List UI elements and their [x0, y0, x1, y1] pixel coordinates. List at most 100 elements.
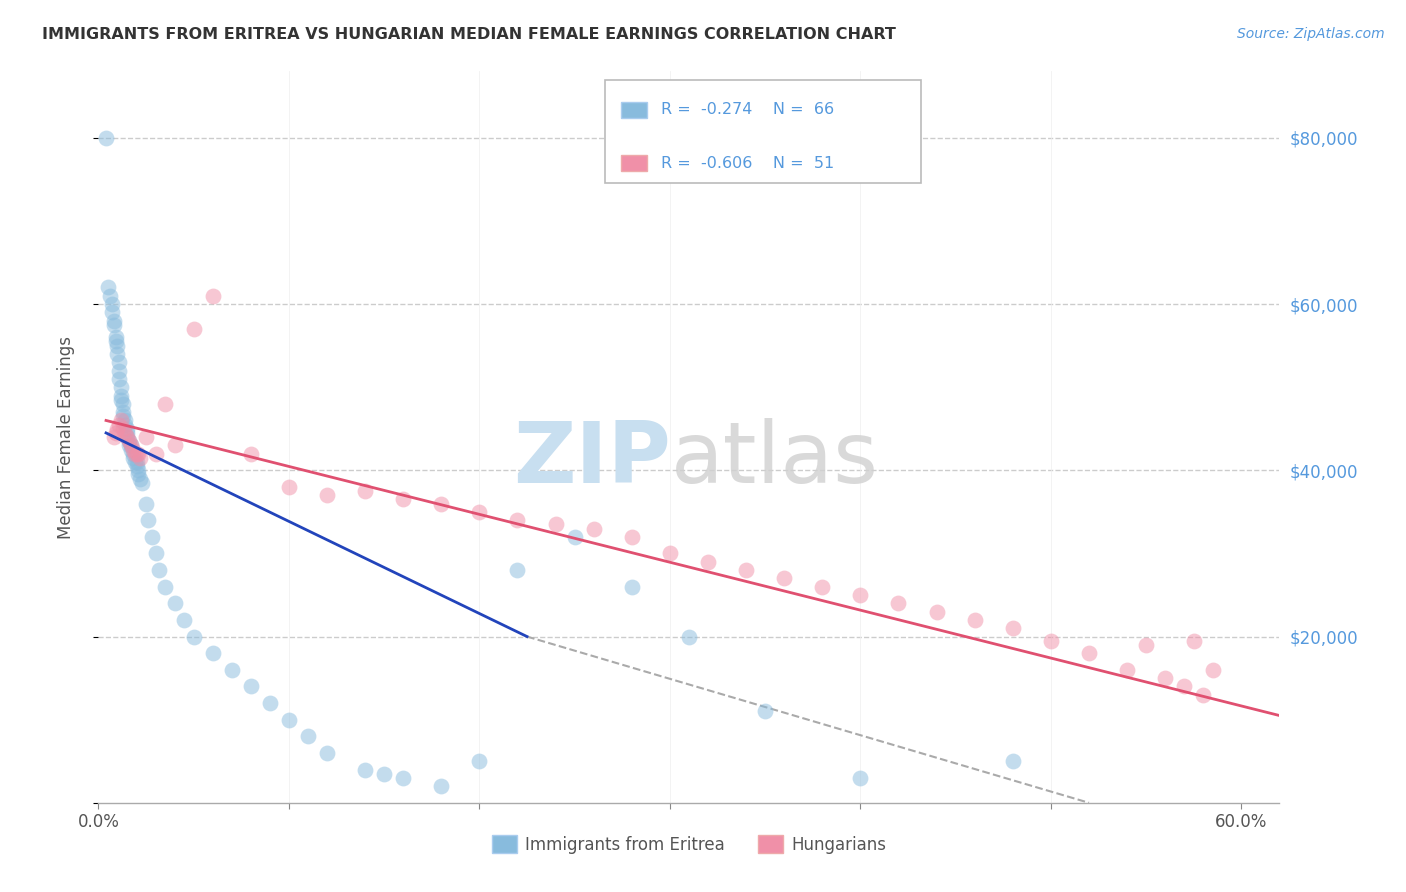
Point: [173, 613, 195, 627]
Point: [121, 447, 143, 461]
Text: R =  -0.274    N =  66: R = -0.274 N = 66: [661, 103, 834, 117]
Point: [104, 425, 127, 440]
Point: [1173, 680, 1195, 694]
Point: [239, 680, 262, 694]
Point: [354, 763, 377, 777]
Point: [125, 459, 148, 474]
Point: [124, 447, 146, 461]
Point: [849, 771, 872, 785]
Point: [887, 596, 910, 610]
Point: [103, 430, 125, 444]
Point: [118, 434, 141, 449]
Point: [1202, 663, 1225, 677]
Point: [112, 397, 135, 411]
Point: [1116, 663, 1139, 677]
Point: [107, 422, 129, 436]
Point: [506, 563, 529, 577]
Point: [1192, 688, 1215, 702]
Point: [120, 442, 142, 457]
Point: [163, 596, 186, 610]
Point: [110, 380, 132, 394]
Point: [735, 563, 758, 577]
Point: [115, 430, 138, 444]
Point: [127, 463, 149, 477]
Point: [277, 713, 299, 727]
Point: [115, 425, 138, 440]
Point: [620, 530, 643, 544]
Point: [1001, 621, 1024, 635]
Point: [127, 447, 149, 461]
Point: [506, 513, 529, 527]
Point: [124, 455, 146, 469]
Text: R =  -0.606    N =  51: R = -0.606 N = 51: [661, 156, 834, 170]
Point: [104, 330, 127, 344]
Point: [127, 467, 149, 482]
Point: [1154, 671, 1177, 685]
Point: [120, 438, 142, 452]
Point: [1039, 633, 1062, 648]
Point: [104, 334, 127, 349]
Point: [120, 438, 142, 452]
Point: [114, 413, 136, 427]
Point: [107, 338, 129, 352]
Point: [582, 521, 605, 535]
Point: [658, 546, 681, 560]
Point: [430, 779, 453, 793]
Point: [392, 492, 415, 507]
Point: [678, 630, 700, 644]
Point: [118, 434, 141, 449]
Point: [110, 413, 132, 427]
Point: [114, 425, 136, 440]
Point: [112, 422, 135, 436]
Point: [114, 417, 136, 432]
Point: [129, 450, 152, 465]
Point: [316, 488, 339, 502]
Point: [115, 430, 138, 444]
Point: [316, 746, 339, 760]
Text: ZIP: ZIP: [513, 417, 671, 500]
Point: [564, 530, 586, 544]
Point: [620, 580, 643, 594]
Point: [1001, 754, 1024, 768]
Point: [392, 771, 415, 785]
Text: IMMIGRANTS FROM ERITREA VS HUNGARIAN MEDIAN FEMALE EARNINGS CORRELATION CHART: IMMIGRANTS FROM ERITREA VS HUNGARIAN MED…: [42, 27, 896, 42]
Point: [754, 705, 776, 719]
Point: [183, 322, 205, 336]
Point: [100, 297, 122, 311]
Text: Source: ZipAtlas.com: Source: ZipAtlas.com: [1237, 27, 1385, 41]
Point: [201, 646, 224, 660]
Point: [153, 580, 176, 594]
Point: [430, 497, 453, 511]
Point: [183, 630, 205, 644]
Point: [1078, 646, 1101, 660]
Point: [107, 347, 129, 361]
Point: [141, 530, 163, 544]
Point: [121, 450, 143, 465]
Point: [277, 480, 299, 494]
Point: [103, 318, 125, 332]
Point: [544, 517, 567, 532]
Point: [145, 447, 167, 461]
Point: [811, 580, 834, 594]
Point: [97, 280, 120, 294]
Point: [468, 505, 491, 519]
Point: [108, 355, 131, 369]
Point: [697, 555, 720, 569]
Point: [925, 605, 948, 619]
Point: [136, 513, 159, 527]
Point: [135, 497, 157, 511]
Point: [112, 405, 135, 419]
Point: [121, 442, 143, 457]
Point: [108, 372, 131, 386]
Point: [145, 546, 167, 560]
Point: [98, 289, 121, 303]
Point: [115, 422, 138, 436]
Legend: Immigrants from Eritrea, Hungarians: Immigrants from Eritrea, Hungarians: [485, 829, 893, 860]
Point: [259, 696, 281, 710]
Point: [110, 392, 132, 407]
Point: [131, 475, 153, 490]
Point: [468, 754, 491, 768]
Point: [849, 588, 872, 602]
Point: [963, 613, 986, 627]
Point: [1182, 633, 1205, 648]
